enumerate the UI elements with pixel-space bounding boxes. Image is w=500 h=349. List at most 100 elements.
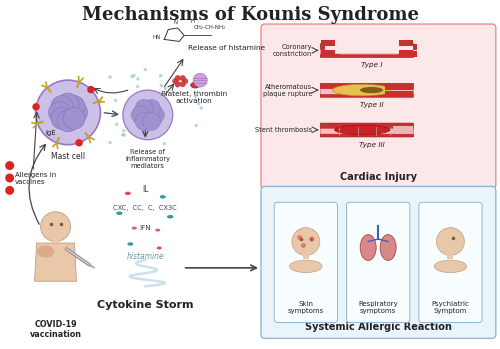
- FancyBboxPatch shape: [393, 126, 413, 134]
- Circle shape: [160, 84, 163, 87]
- FancyBboxPatch shape: [345, 44, 350, 46]
- FancyBboxPatch shape: [346, 202, 410, 322]
- FancyBboxPatch shape: [388, 48, 394, 53]
- Circle shape: [144, 68, 147, 71]
- Text: Type III: Type III: [358, 142, 384, 148]
- FancyBboxPatch shape: [320, 83, 414, 90]
- FancyBboxPatch shape: [389, 44, 393, 46]
- Circle shape: [174, 81, 180, 87]
- FancyBboxPatch shape: [321, 51, 325, 57]
- FancyBboxPatch shape: [342, 43, 347, 48]
- Circle shape: [130, 149, 134, 153]
- FancyBboxPatch shape: [386, 91, 413, 97]
- Circle shape: [136, 85, 140, 88]
- FancyBboxPatch shape: [404, 53, 407, 57]
- Ellipse shape: [160, 195, 166, 199]
- Circle shape: [310, 237, 314, 242]
- Circle shape: [132, 74, 136, 77]
- FancyBboxPatch shape: [386, 48, 390, 53]
- FancyBboxPatch shape: [371, 43, 376, 48]
- FancyBboxPatch shape: [404, 44, 407, 48]
- FancyBboxPatch shape: [374, 48, 379, 53]
- Text: Respiratory
symptoms: Respiratory symptoms: [358, 301, 398, 314]
- FancyBboxPatch shape: [357, 48, 362, 53]
- Text: Systemic Allergic Reaction: Systemic Allergic Reaction: [304, 322, 452, 333]
- FancyBboxPatch shape: [337, 48, 342, 53]
- FancyBboxPatch shape: [320, 129, 414, 134]
- Circle shape: [114, 98, 117, 102]
- FancyBboxPatch shape: [368, 48, 374, 53]
- Text: Cardiac Injury: Cardiac Injury: [340, 172, 416, 182]
- Ellipse shape: [116, 211, 122, 215]
- FancyBboxPatch shape: [351, 48, 356, 53]
- Text: Atheromatous
plaque rupture: Atheromatous plaque rupture: [263, 83, 312, 97]
- FancyBboxPatch shape: [382, 48, 388, 53]
- FancyBboxPatch shape: [331, 48, 336, 53]
- FancyBboxPatch shape: [362, 48, 368, 53]
- Bar: [321, 50, 334, 56]
- FancyBboxPatch shape: [391, 43, 396, 48]
- FancyBboxPatch shape: [406, 43, 410, 48]
- Text: Release of
inflammatory
mediators: Release of inflammatory mediators: [126, 149, 170, 169]
- Circle shape: [172, 78, 178, 84]
- FancyBboxPatch shape: [320, 49, 414, 54]
- Circle shape: [182, 78, 188, 84]
- FancyBboxPatch shape: [419, 202, 482, 322]
- FancyBboxPatch shape: [380, 48, 385, 53]
- FancyBboxPatch shape: [326, 44, 330, 49]
- Ellipse shape: [132, 227, 137, 230]
- FancyBboxPatch shape: [351, 43, 356, 48]
- Bar: [399, 39, 413, 46]
- Circle shape: [5, 161, 14, 170]
- FancyBboxPatch shape: [330, 53, 334, 57]
- Bar: [303, 252, 309, 259]
- FancyBboxPatch shape: [377, 48, 382, 53]
- Circle shape: [48, 102, 70, 123]
- FancyBboxPatch shape: [389, 55, 393, 57]
- FancyBboxPatch shape: [274, 202, 338, 322]
- FancyBboxPatch shape: [380, 43, 385, 48]
- FancyBboxPatch shape: [394, 48, 399, 53]
- Circle shape: [63, 107, 85, 129]
- Circle shape: [135, 112, 153, 130]
- Text: Platelet, thrombin
activation: Platelet, thrombin activation: [160, 90, 227, 104]
- FancyBboxPatch shape: [320, 51, 414, 58]
- FancyBboxPatch shape: [350, 56, 354, 57]
- Circle shape: [130, 75, 134, 78]
- Ellipse shape: [290, 260, 322, 273]
- FancyBboxPatch shape: [336, 54, 340, 57]
- Circle shape: [136, 77, 140, 81]
- Text: Release of histamine: Release of histamine: [188, 45, 265, 51]
- FancyBboxPatch shape: [350, 44, 354, 45]
- FancyBboxPatch shape: [384, 56, 388, 57]
- Ellipse shape: [128, 242, 134, 246]
- Text: Psychiatric
Symptom: Psychiatric Symptom: [432, 301, 470, 314]
- Text: IL: IL: [142, 185, 148, 194]
- Circle shape: [132, 106, 150, 124]
- Text: Type I: Type I: [361, 62, 382, 68]
- Circle shape: [200, 106, 203, 110]
- FancyBboxPatch shape: [320, 90, 414, 97]
- FancyBboxPatch shape: [342, 48, 347, 53]
- Ellipse shape: [334, 125, 390, 134]
- FancyBboxPatch shape: [326, 43, 330, 48]
- Ellipse shape: [360, 87, 383, 93]
- Circle shape: [108, 141, 112, 144]
- Circle shape: [142, 99, 160, 117]
- FancyBboxPatch shape: [334, 48, 339, 53]
- Circle shape: [121, 133, 124, 137]
- Circle shape: [108, 75, 112, 79]
- FancyBboxPatch shape: [326, 52, 330, 57]
- FancyBboxPatch shape: [406, 48, 410, 53]
- FancyBboxPatch shape: [394, 55, 398, 57]
- FancyBboxPatch shape: [366, 43, 370, 48]
- FancyBboxPatch shape: [360, 43, 365, 48]
- Circle shape: [122, 133, 126, 137]
- Circle shape: [164, 87, 167, 90]
- Text: Skin
symptoms: Skin symptoms: [288, 301, 324, 314]
- FancyBboxPatch shape: [320, 44, 414, 51]
- Circle shape: [436, 228, 464, 255]
- Circle shape: [194, 124, 198, 127]
- Circle shape: [195, 92, 198, 96]
- Text: HN: HN: [153, 36, 161, 40]
